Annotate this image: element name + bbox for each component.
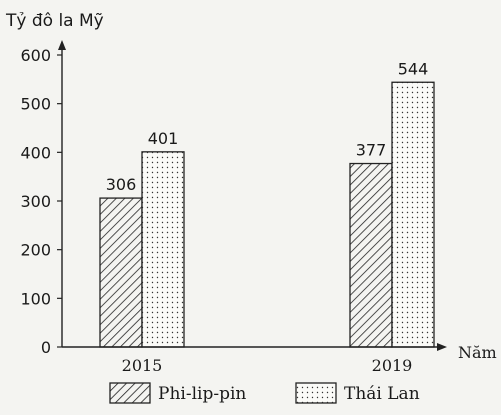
legend-label: Phi-lip-pin (158, 384, 246, 404)
x-axis-arrow (437, 343, 447, 351)
bar (141, 151, 185, 348)
bar-value-label: 377 (356, 141, 387, 160)
bar (99, 197, 143, 348)
x-category-label: 2015 (122, 356, 163, 375)
bar-value-label: 544 (398, 59, 429, 78)
y-axis-arrow (58, 40, 66, 50)
bar-value-label: 306 (106, 175, 137, 194)
legend-swatch (109, 382, 151, 404)
y-tick-label: 300 (20, 192, 51, 211)
legend-label: Thái Lan (344, 384, 420, 404)
bar-value-label: 401 (148, 129, 179, 148)
y-tick-label: 100 (20, 289, 51, 308)
y-tick-label: 600 (20, 46, 51, 65)
bar (349, 162, 393, 348)
y-tick-label: 500 (20, 95, 51, 114)
bar (391, 81, 435, 348)
legend-swatch (295, 382, 337, 404)
y-tick-label: 0 (41, 338, 51, 357)
x-axis-label: Năm (458, 343, 497, 362)
y-tick-label: 200 (20, 241, 51, 260)
y-tick-label: 400 (20, 143, 51, 162)
y-axis-label: Tỷ đô la Mỹ (5, 11, 104, 31)
x-category-label: 2019 (372, 356, 413, 375)
